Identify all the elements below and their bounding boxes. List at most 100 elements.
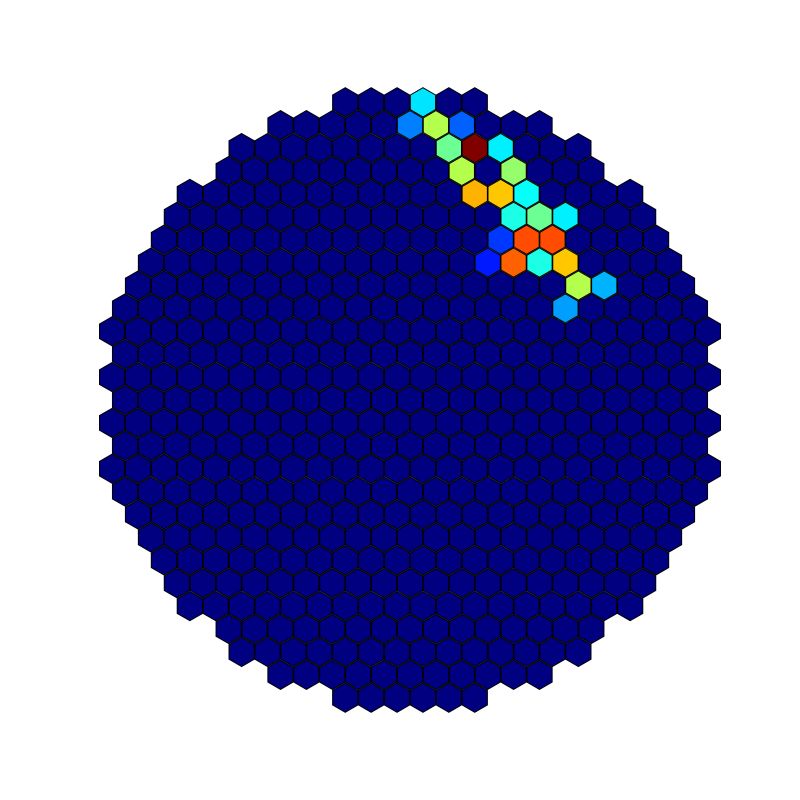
camera-pixel	[629, 384, 657, 416]
camera-pixel	[565, 407, 592, 439]
camera-pixel	[629, 522, 657, 553]
camera-pixel	[565, 361, 592, 393]
camera-pixel	[137, 522, 165, 553]
camera-pixel	[409, 636, 437, 668]
camera-pixel	[163, 201, 191, 232]
camera-pixel	[487, 270, 514, 301]
camera-pixel	[267, 568, 294, 599]
camera-pixel	[565, 224, 592, 255]
camera-pixel	[578, 476, 605, 507]
camera-pixel	[448, 339, 475, 370]
camera-pixel	[332, 407, 359, 439]
camera-pixel	[202, 499, 229, 530]
camera-pixel	[513, 636, 540, 668]
camera-pixel	[591, 453, 618, 484]
camera-pixel	[254, 407, 281, 439]
camera-pixel	[163, 247, 191, 278]
camera-pixel	[539, 636, 566, 668]
camera-pixel	[565, 178, 592, 210]
camera-pixel	[215, 476, 242, 507]
camera-pixel	[293, 247, 320, 278]
camera-pixel	[461, 316, 488, 347]
camera-pixel	[448, 522, 475, 553]
camera-pixel	[358, 407, 385, 439]
camera-pixel	[241, 247, 268, 278]
camera-pixel	[655, 339, 683, 370]
camera-pixel	[694, 361, 721, 393]
camera-pixel	[409, 224, 437, 255]
camera-pixel-lit	[539, 224, 566, 255]
camera-pixel	[617, 545, 644, 576]
camera-pixel	[280, 224, 307, 255]
camera-pixel	[358, 87, 385, 118]
camera-pixel	[604, 476, 631, 507]
camera-pixel	[578, 613, 605, 645]
camera-pixel	[111, 339, 139, 370]
camera-pixel	[513, 407, 540, 439]
camera-pixel	[642, 361, 670, 393]
camera-pixel	[332, 87, 359, 118]
camera-pixel	[565, 499, 592, 530]
camera-pixel	[176, 499, 203, 530]
camera-pixel	[150, 499, 178, 530]
camera-pixel	[474, 522, 501, 553]
camera-pixel	[176, 224, 203, 255]
camera-pixel	[124, 407, 152, 439]
camera-pixel	[552, 339, 579, 370]
camera-pixel	[526, 293, 553, 324]
camera-pixel	[668, 453, 696, 484]
camera-pixel	[176, 453, 203, 484]
camera-pixel	[578, 339, 605, 370]
camera-pixel	[629, 247, 657, 278]
camera-pixel	[500, 110, 527, 141]
camera-pixel	[578, 293, 605, 324]
camera-pixel	[539, 270, 566, 301]
camera-pixel-lit	[552, 293, 579, 324]
camera-pixel	[474, 201, 501, 232]
camera-pixel	[383, 178, 411, 210]
camera-pixel-lit	[487, 178, 514, 210]
camera-pixel	[228, 270, 255, 301]
camera-pixel	[383, 316, 411, 347]
camera-pixel-lit	[526, 201, 553, 232]
camera-pixel	[332, 590, 359, 622]
camera-pixel	[668, 407, 696, 439]
camera-pixel	[241, 522, 268, 553]
camera-pixel-lit	[526, 247, 553, 278]
camera-pixel	[526, 430, 553, 461]
camera-pixel	[358, 270, 385, 301]
camera-pixel	[176, 545, 203, 576]
camera-pixel	[345, 247, 372, 278]
camera-pixel	[293, 568, 320, 599]
camera-pixel	[228, 590, 255, 622]
camera-pixel	[319, 247, 346, 278]
camera-pixel	[526, 568, 553, 599]
camera-pixel	[474, 339, 501, 370]
camera-pixel	[422, 568, 450, 599]
camera-pixel-lit	[474, 247, 501, 278]
camera-pixel	[383, 545, 411, 576]
camera-pixel	[228, 407, 255, 439]
camera-pixel	[435, 224, 462, 255]
camera-pixel	[228, 224, 255, 255]
camera-pixel	[435, 361, 462, 393]
camera-pixel	[461, 224, 488, 255]
camera-pixel-lit	[487, 132, 514, 164]
camera-pixel	[513, 453, 540, 484]
camera-pixel	[617, 453, 644, 484]
camera-pixel	[409, 132, 437, 164]
camera-pixel	[668, 270, 696, 301]
camera-pixel	[396, 384, 424, 416]
camera-pixel	[254, 590, 281, 622]
camera-pixel	[513, 590, 540, 622]
camera-pixel	[513, 132, 540, 164]
camera-pixel	[163, 384, 191, 416]
camera-pixel	[345, 384, 372, 416]
camera-pixel	[202, 545, 229, 576]
camera-pixel	[267, 247, 294, 278]
camera-pixel	[163, 476, 191, 507]
camera-pixel	[617, 590, 644, 622]
camera-pixel	[655, 247, 683, 278]
camera-pixel	[332, 361, 359, 393]
